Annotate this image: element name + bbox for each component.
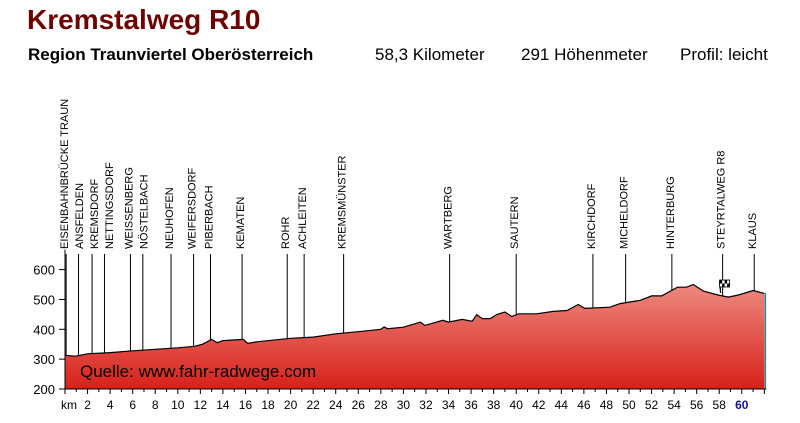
x-tick-label: 42 — [532, 398, 546, 412]
x-tick-label: 58 — [713, 398, 727, 412]
x-tick-label: 4 — [107, 398, 114, 412]
place-label: KREMSMÜNSTER — [337, 155, 349, 249]
x-tick-label: 18 — [261, 398, 275, 412]
place-label: WEIFERSDORF — [187, 167, 199, 249]
place-label: EISENBAHNBRÜCKE TRAUN — [59, 99, 71, 249]
elevation-gain-stat: 291 Höhenmeter — [521, 45, 648, 64]
place-label: NEUHOFEN — [164, 187, 176, 249]
place-label: STEYRTALWEG R8 — [716, 151, 728, 249]
place-label: ACHLEITEN — [297, 187, 309, 249]
x-tick-label: 2 — [84, 398, 91, 412]
flag-check — [727, 283, 730, 287]
place-label: NETTINGSDORF — [104, 162, 116, 249]
x-tick-label: 8 — [152, 398, 159, 412]
place-label: HINTERBURG — [665, 176, 677, 249]
x-tick-label: 46 — [577, 398, 591, 412]
y-tick-label: 200 — [33, 382, 55, 397]
x-tick-label: 32 — [419, 398, 433, 412]
flag-check — [724, 280, 728, 284]
place-label: PIBERBACH — [204, 185, 216, 249]
x-tick-label: 56 — [690, 398, 704, 412]
place-label: NÖSTELBACH — [138, 174, 150, 249]
y-tick-label: 500 — [33, 292, 55, 307]
x-tick-label: 28 — [374, 398, 388, 412]
place-label: WARTBERG — [443, 186, 455, 249]
x-tick-label: 60 — [735, 398, 749, 412]
route-title: Kremstalweg R10 — [27, 4, 261, 35]
x-tick-label: 34 — [442, 398, 456, 412]
place-label: MICHELDORF — [619, 176, 631, 249]
x-tick-label: 48 — [600, 398, 614, 412]
x-tick-label: 50 — [622, 398, 636, 412]
elevation-area — [65, 284, 765, 389]
place-label: KEMATEN — [235, 197, 247, 249]
y-tick-label: 400 — [33, 322, 55, 337]
profile-difficulty: Profil: leicht — [680, 45, 768, 64]
region-label: Region Traunviertel Oberösterreich — [28, 45, 314, 64]
y-tick-label: 600 — [33, 263, 55, 278]
checkered-flag-icon — [718, 279, 731, 294]
place-label: KREMSDORF — [89, 178, 101, 249]
y-tick-label: 300 — [33, 352, 55, 367]
x-tick-label: 44 — [555, 398, 569, 412]
distance-stat: 58,3 Kilometer — [375, 45, 485, 64]
x-unit-label: km — [61, 398, 77, 412]
x-tick-label: 54 — [667, 398, 681, 412]
elevation-line — [64, 283, 765, 357]
source-annotation: Quelle: www.fahr-radwege.com — [80, 362, 316, 381]
place-label: ROHR — [280, 217, 292, 249]
x-tick-label: 40 — [510, 398, 524, 412]
x-tick-label: 38 — [487, 398, 501, 412]
x-tick-label: 20 — [284, 398, 298, 412]
x-tick-label: 22 — [306, 398, 320, 412]
x-tick-label: 10 — [171, 398, 185, 412]
place-label: KIRCHDORF — [586, 183, 598, 249]
place-label: WEISSENBERG — [123, 167, 135, 249]
place-label: ANSFELDEN — [74, 183, 86, 249]
x-tick-label: 6 — [129, 398, 136, 412]
flag-check — [719, 280, 723, 284]
x-tick-label: 52 — [645, 398, 659, 412]
x-tick-label: 24 — [329, 398, 343, 412]
x-tick-label: 14 — [216, 398, 230, 412]
flag-check — [722, 283, 725, 287]
x-tick-label: 30 — [397, 398, 411, 412]
place-label: SAUTERN — [509, 196, 521, 249]
x-tick-label: 12 — [194, 398, 208, 412]
x-tick-label: 36 — [464, 398, 478, 412]
place-label: KLAUS — [747, 213, 759, 249]
x-tick-label: 16 — [239, 398, 253, 412]
x-tick-label: 26 — [352, 398, 366, 412]
